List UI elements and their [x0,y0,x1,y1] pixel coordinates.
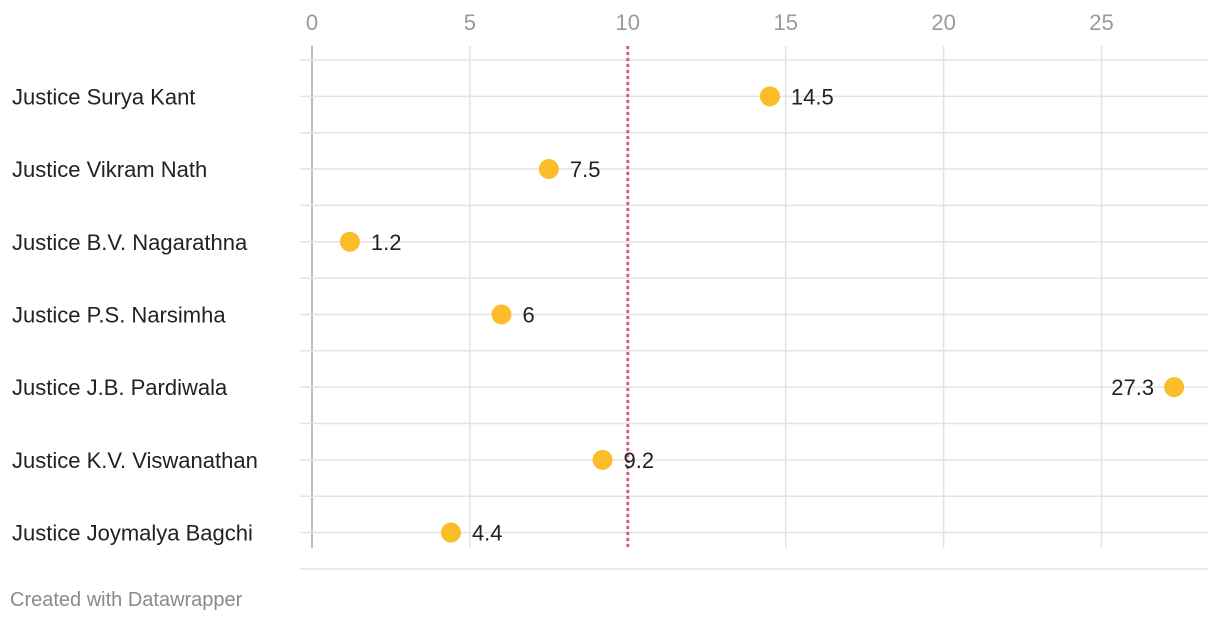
gridlines [300,46,1208,570]
category-label: Justice K.V. Viswanathan [12,448,258,473]
value-label: 9.2 [624,448,655,473]
category-labels: Justice Surya Kant Justice Vikram Nath Jus… [12,84,258,545]
data-point [339,231,360,252]
data-point [592,449,613,470]
data-point [491,304,512,325]
x-tick-label: 5 [464,10,476,35]
category-label: Justice Joymalya Bagchi [12,521,253,546]
value-label: 4.4 [472,521,503,546]
data-point [440,522,461,543]
category-label: Justice Vikram Nath [12,157,207,182]
x-tick-label: 15 [773,10,797,35]
value-label: 1.2 [371,230,402,255]
value-labels: 14.5 7.5 1.2 6 27.3 9.2 4.4 [371,84,1154,545]
data-point [759,86,780,107]
value-label: 14.5 [791,84,834,109]
category-label: Justice J.B. Pardiwala [12,375,228,400]
value-label: 27.3 [1111,375,1154,400]
x-tick-label: 20 [931,10,955,35]
datawrapper-credit: Created with Datawrapper [10,589,243,611]
dot-plot-chart: 0 5 10 15 20 25 Justice Surya Kant Justice Vik… [12,10,1208,570]
category-label: Justice Surya Kant [12,84,195,109]
x-axis-ticks: 0 5 10 15 20 25 [306,10,1114,35]
x-tick-label: 0 [306,10,318,35]
data-point [1164,377,1185,398]
category-label: Justice P.S. Narsimha [12,302,226,327]
value-label: 6 [522,302,534,327]
x-tick-label: 10 [616,10,640,35]
data-points [339,86,1185,543]
data-point [538,159,559,180]
x-tick-label: 25 [1089,10,1113,35]
value-label: 7.5 [570,157,601,182]
category-label: Justice B.V. Nagarathna [12,230,248,255]
